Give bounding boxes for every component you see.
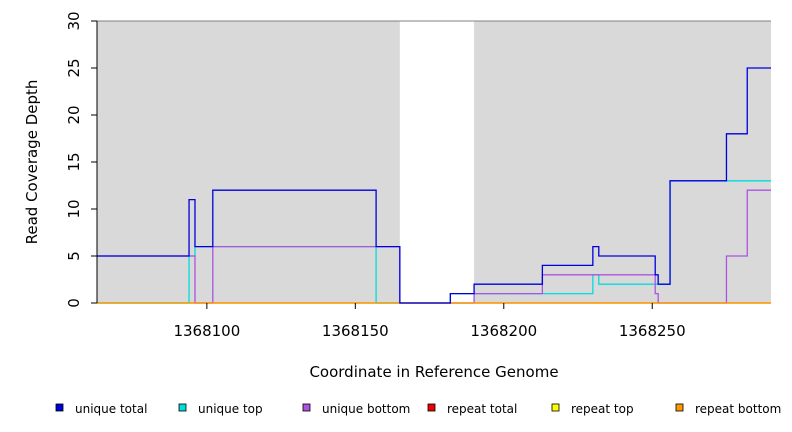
legend-swatch-repeat-total — [427, 403, 436, 412]
legend: unique total unique top unique bottom repea… — [55, 402, 781, 416]
legend-label-unique-total: unique total — [75, 402, 147, 416]
shaded-region-0 — [97, 21, 400, 303]
legend-label-repeat-top: repeat top — [571, 402, 634, 416]
legend-swatch-repeat-bottom — [675, 403, 684, 412]
y-tick-label-0: 0 — [65, 298, 83, 308]
x-tick-label-1368150: 1368150 — [322, 322, 389, 340]
legend-label-unique-bottom: unique bottom — [322, 402, 410, 416]
y-axis-title: Read Coverage Depth — [23, 80, 41, 245]
legend-label-unique-top: unique top — [198, 402, 263, 416]
y-tick-label-25: 25 — [65, 58, 83, 77]
y-tick-label-30: 30 — [65, 11, 83, 30]
y-tick-label-15: 15 — [65, 152, 83, 171]
legend-swatch-unique-total — [55, 403, 64, 412]
y-tick-label-20: 20 — [65, 105, 83, 124]
legend-swatch-unique-bottom — [302, 403, 311, 412]
y-tick-label-10: 10 — [65, 199, 83, 218]
legend-swatch-repeat-top — [551, 403, 560, 412]
legend-swatch-unique-top — [178, 403, 187, 412]
x-tick-label-1368200: 1368200 — [470, 322, 537, 340]
series-layer — [97, 67, 771, 304]
x-tick-label-1368250: 1368250 — [619, 322, 686, 340]
y-tick-label-5: 5 — [65, 251, 83, 261]
axes-layer: 0 5 10 15 20 25 30 1368100 1368150 1368200 1368250 — [65, 11, 686, 340]
x-tick-label-1368100: 1368100 — [173, 322, 240, 340]
legend-label-repeat-total: repeat total — [447, 402, 517, 416]
series-unique-total — [97, 67, 771, 304]
legend-label-repeat-bottom: repeat bottom — [695, 402, 781, 416]
x-axis-title: Coordinate in Reference Genome — [309, 363, 558, 381]
